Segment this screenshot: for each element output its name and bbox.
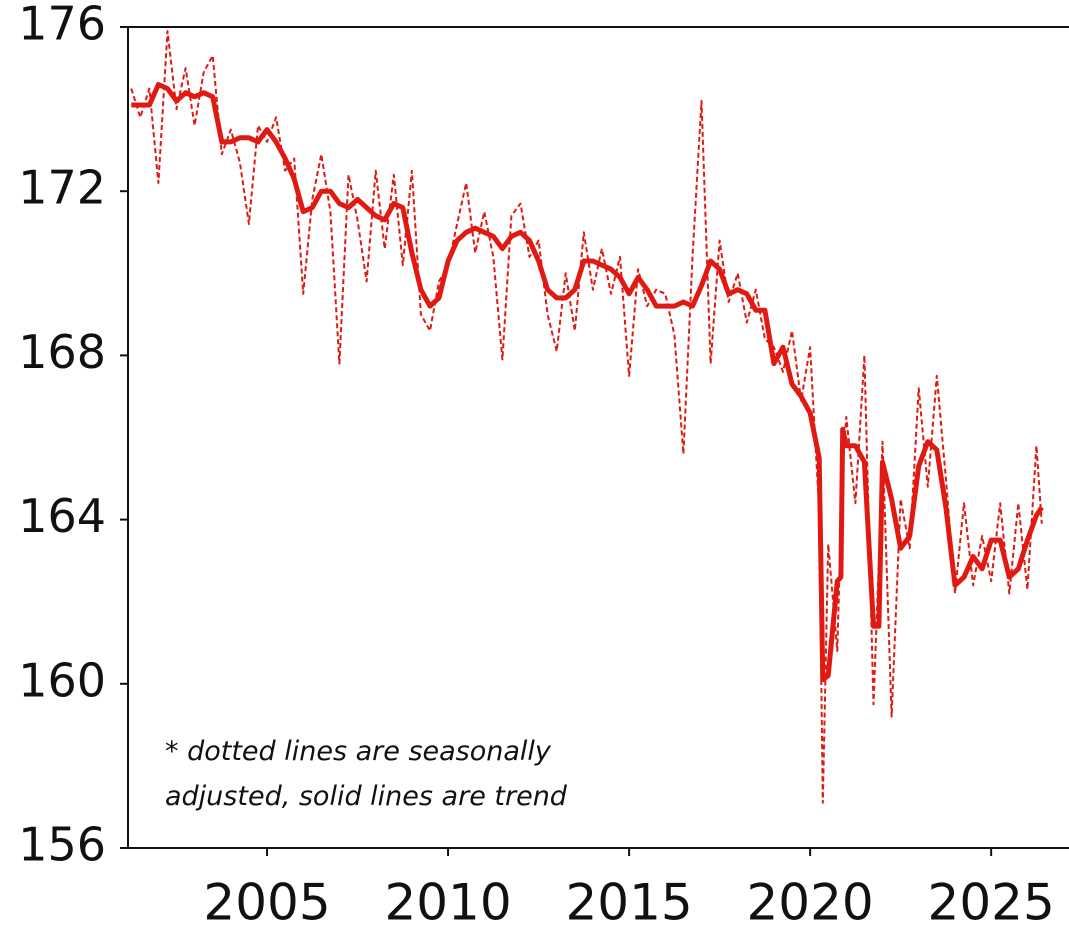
x-tick-label: 2020	[747, 874, 874, 929]
y-tick-label: 172	[18, 161, 106, 215]
y-tick-label: 156	[18, 818, 106, 872]
y-tick-label: 168	[18, 325, 106, 379]
y-tick-label: 160	[18, 653, 106, 707]
x-tick-label: 2010	[384, 874, 511, 929]
annotation: adjusted, solid lines are trend	[165, 781, 568, 812]
x-tick-label: 2005	[203, 874, 330, 929]
x-tick-label: 2025	[928, 874, 1055, 929]
annotation: * dotted lines are seasonally	[165, 736, 552, 767]
seasonal-line	[130, 30, 1043, 804]
y-tick-label: 176	[18, 0, 106, 51]
x-tick-label: 2015	[565, 874, 692, 929]
trend-line	[131, 82, 1044, 683]
y-tick-label: 164	[18, 489, 106, 543]
